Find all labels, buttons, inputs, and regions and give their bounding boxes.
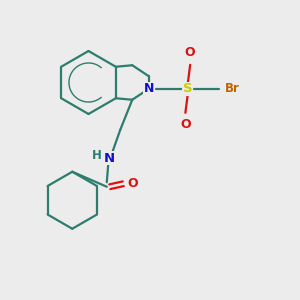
Text: N: N bbox=[104, 152, 115, 165]
Text: O: O bbox=[185, 46, 196, 59]
Text: O: O bbox=[127, 177, 138, 190]
Text: S: S bbox=[183, 82, 193, 95]
Text: H: H bbox=[92, 149, 102, 162]
Text: Br: Br bbox=[225, 82, 240, 95]
Text: O: O bbox=[180, 118, 191, 131]
Text: N: N bbox=[144, 82, 154, 95]
